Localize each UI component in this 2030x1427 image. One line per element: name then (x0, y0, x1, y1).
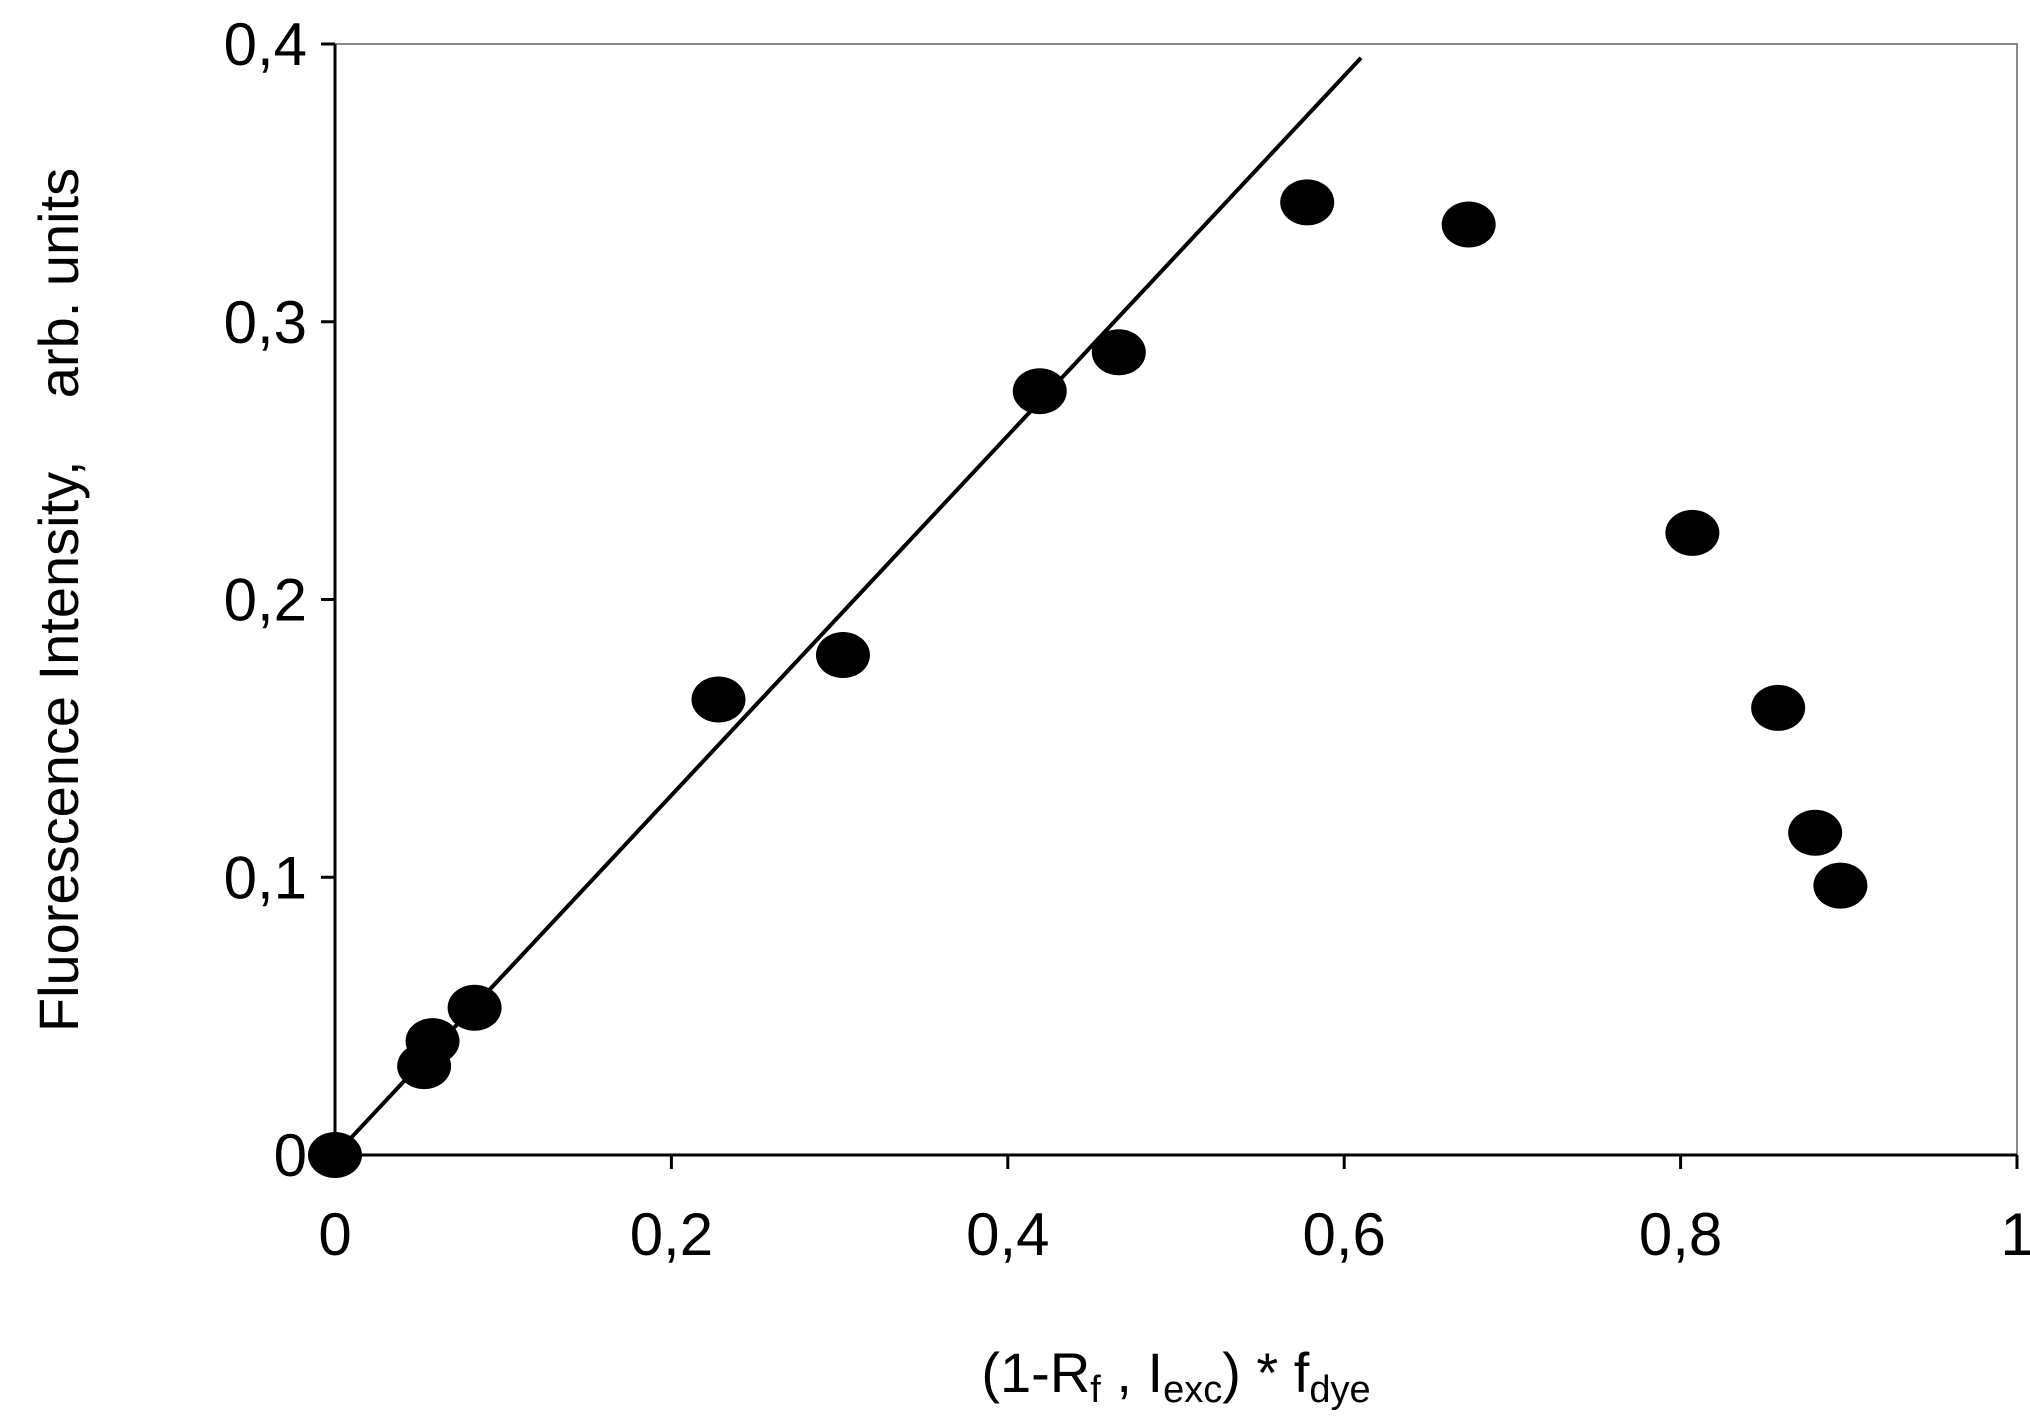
x-tick-label: 0,8 (1639, 1201, 1722, 1268)
x-title-sub-f: f (1090, 1369, 1101, 1411)
data-point (815, 632, 870, 679)
data-point (1441, 201, 1496, 248)
data-point (447, 984, 502, 1031)
y-tick-label: 0,1 (224, 844, 307, 911)
x-ticks: 0 0,2 0,4 0,6 0,8 1 (318, 1155, 2030, 1268)
data-point (1280, 179, 1335, 226)
x-tick-label: 1 (2000, 1201, 2030, 1268)
x-title-part-open: (1-R (981, 1341, 1090, 1404)
x-title-sub-dye: dye (1309, 1369, 1370, 1411)
data-point (1751, 684, 1806, 731)
x-title-part-mid: , I (1101, 1341, 1163, 1404)
y-tick-label: 0 (274, 1122, 307, 1189)
data-point (308, 1132, 362, 1178)
x-tick-label: 0 (318, 1201, 351, 1268)
data-point (691, 676, 746, 723)
data-point (1665, 509, 1720, 556)
x-tick-label: 0,6 (1302, 1201, 1385, 1268)
x-tick-label: 0,4 (966, 1201, 1049, 1268)
data-point (1813, 862, 1868, 909)
x-title-sub-exc: exc (1163, 1369, 1222, 1411)
data-point (1788, 809, 1843, 856)
y-axis-title: Fluorescence Intensity, arb. units (27, 168, 90, 1032)
x-tick-label: 0,2 (630, 1201, 713, 1268)
plot-area (334, 43, 2018, 1156)
x-axis-title: (1-Rf , Iexc) * fdye (981, 1341, 1370, 1411)
data-point (1012, 368, 1067, 415)
data-points (308, 179, 1868, 1178)
y-ticks: 0 0,1 0,2 0,3 0,4 (224, 11, 335, 1189)
fit-line (333, 56, 1363, 1157)
y-tick-label: 0,2 (224, 567, 307, 634)
y-tick-label: 0,3 (224, 289, 307, 356)
y-tick-label: 0,4 (224, 11, 307, 78)
data-point (405, 1018, 460, 1065)
data-point (1091, 329, 1146, 376)
x-title-part-close: ) * f (1222, 1341, 1310, 1404)
